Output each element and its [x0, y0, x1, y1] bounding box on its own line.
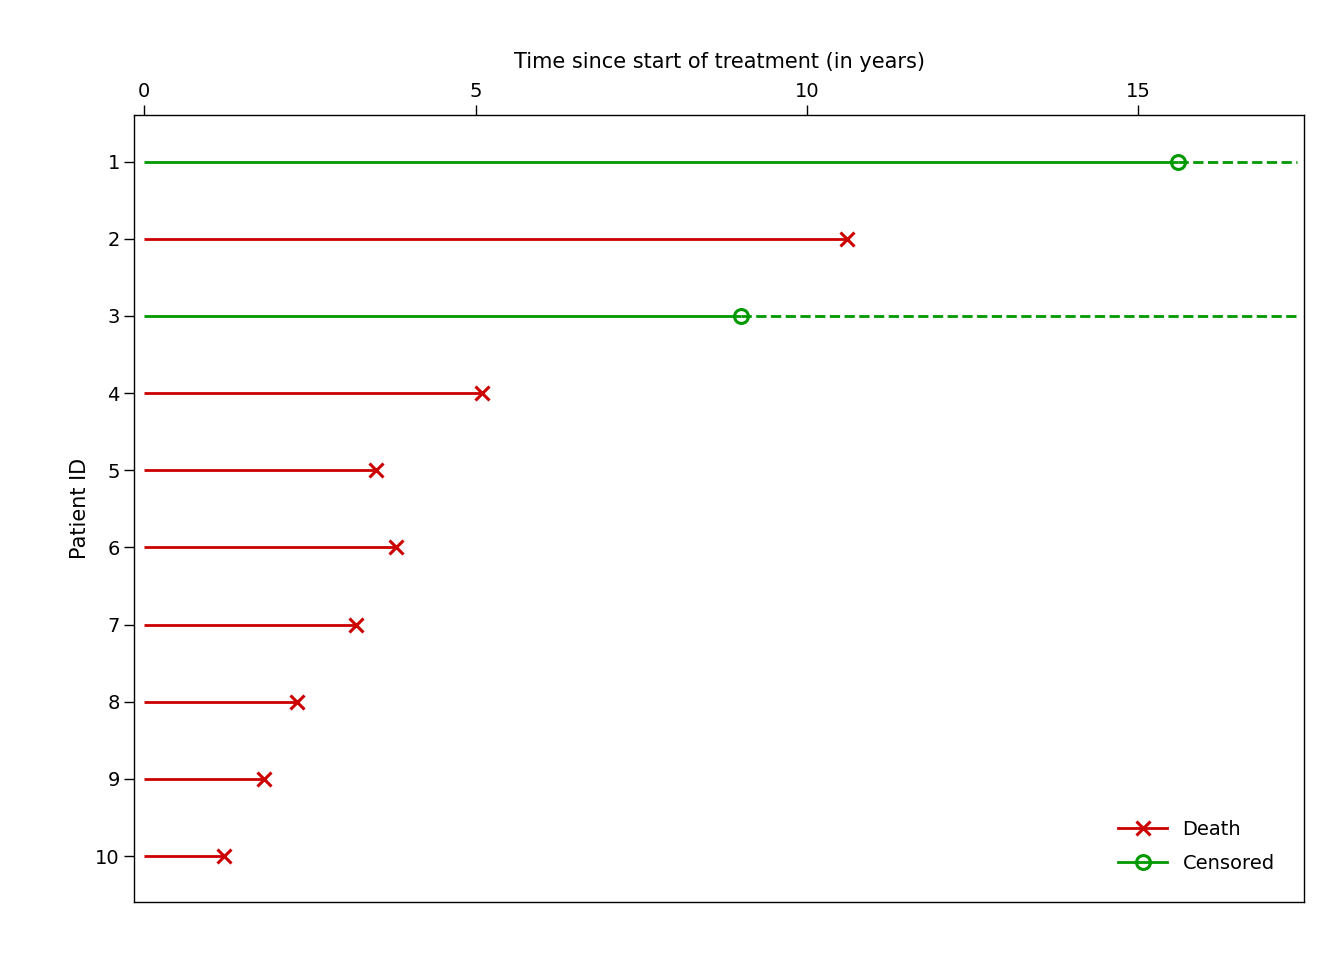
Y-axis label: Patient ID: Patient ID	[70, 458, 90, 560]
Legend: Death, Censored: Death, Censored	[1099, 801, 1294, 893]
X-axis label: Time since start of treatment (in years): Time since start of treatment (in years)	[513, 52, 925, 72]
